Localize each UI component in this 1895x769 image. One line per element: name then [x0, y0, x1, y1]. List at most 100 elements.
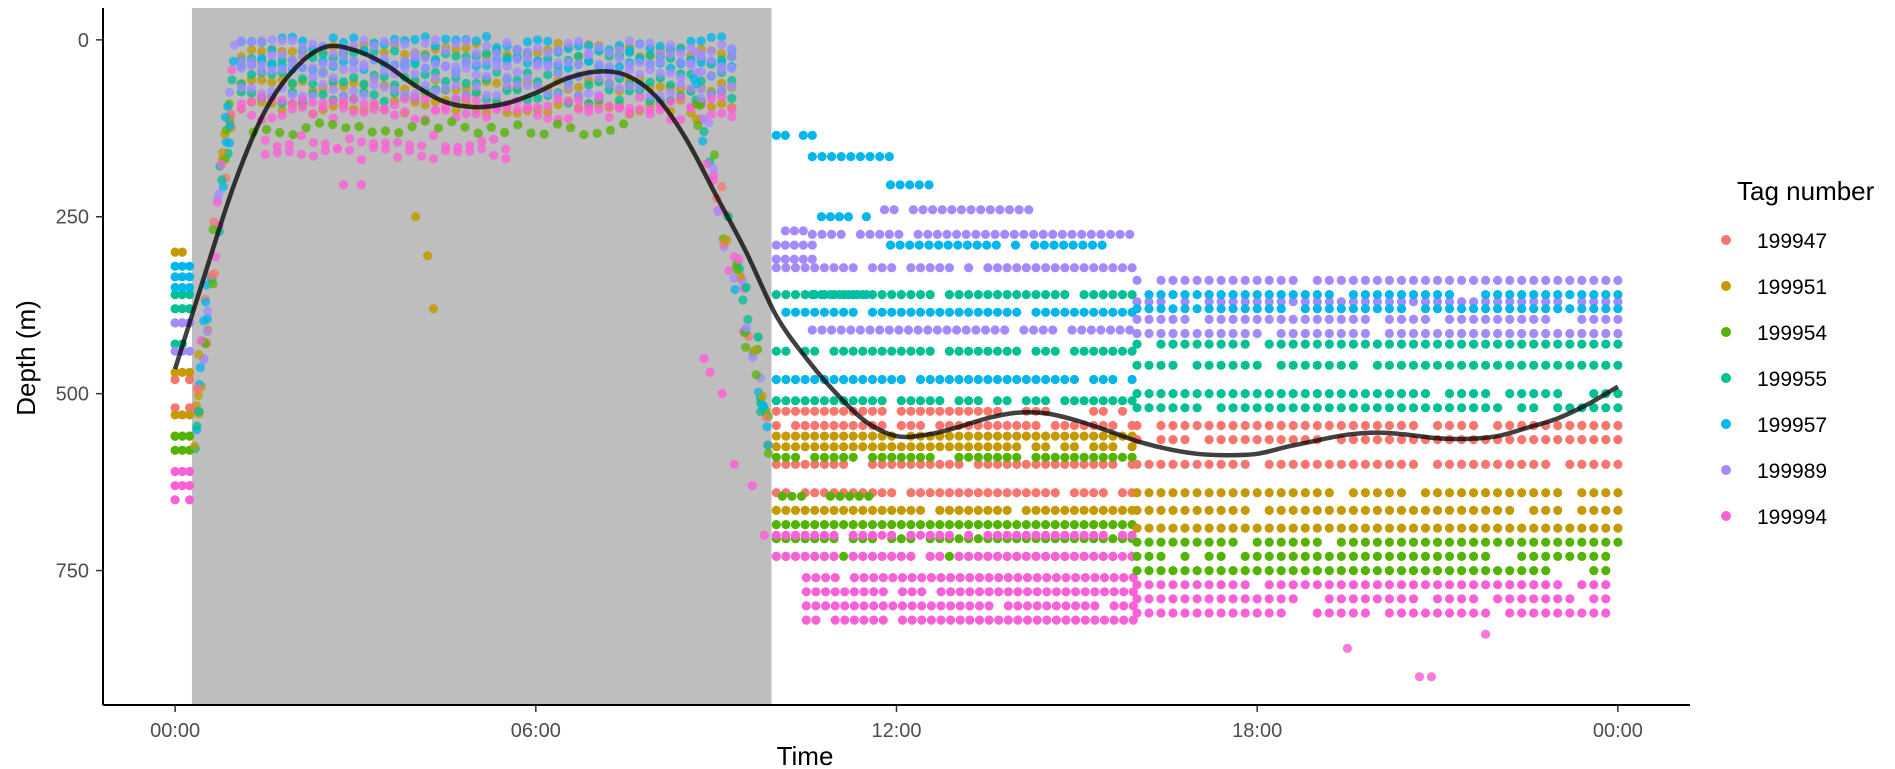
data-point-199957 — [1060, 307, 1070, 317]
data-point-199994 — [946, 573, 956, 583]
data-point-199989 — [1156, 297, 1166, 307]
data-point-199957 — [834, 212, 845, 222]
y-tick-label: 750 — [56, 561, 89, 583]
data-point-199994 — [800, 530, 810, 540]
data-point-199954 — [1041, 520, 1051, 530]
data-point-199955 — [1144, 389, 1154, 399]
data-point-199989 — [1156, 275, 1166, 285]
data-point-199989 — [1469, 297, 1479, 307]
data-point-199994 — [1396, 594, 1407, 604]
data-point-199957 — [1002, 374, 1012, 385]
data-point-199951 — [1589, 488, 1599, 498]
data-point-199951 — [1336, 505, 1346, 515]
data-point-199951 — [177, 247, 187, 257]
data-point-199947 — [877, 406, 887, 416]
data-point-199951 — [757, 391, 768, 401]
data-point-199994 — [1432, 594, 1443, 604]
data-point-199954 — [619, 119, 629, 129]
data-point-199989 — [747, 352, 758, 363]
data-point-199955 — [1108, 346, 1118, 356]
data-point-199955 — [185, 290, 195, 300]
data-point-199989 — [1048, 325, 1058, 335]
data-point-199989 — [956, 205, 967, 215]
data-point-199989 — [655, 57, 665, 67]
data-point-199994 — [729, 459, 739, 469]
data-point-199955 — [1144, 360, 1154, 370]
data-point-199947 — [1098, 406, 1108, 416]
data-point-199947 — [839, 459, 849, 469]
data-point-199955 — [896, 290, 906, 300]
data-point-199994 — [965, 615, 975, 625]
data-point-199947 — [1089, 488, 1099, 498]
data-point-199989 — [1601, 275, 1611, 285]
data-point-199951 — [1031, 442, 1041, 452]
data-point-199989 — [1529, 314, 1539, 324]
data-point-199955 — [1288, 339, 1298, 349]
data-point-199989 — [952, 229, 962, 239]
data-point-199957 — [1481, 290, 1491, 300]
data-point-199989 — [1276, 314, 1286, 324]
data-point-199957 — [201, 297, 211, 307]
smooth-mean-line — [172, 43, 1620, 458]
data-point-199989 — [1002, 263, 1012, 273]
data-point-199957 — [1613, 304, 1623, 314]
data-point-199954 — [839, 452, 849, 462]
data-point-199947 — [992, 420, 1003, 431]
data-point-199994 — [1360, 580, 1370, 590]
data-point-199994 — [1071, 601, 1081, 611]
data-point-199955 — [1156, 389, 1166, 399]
data-point-199947 — [1300, 420, 1310, 431]
data-point-199989 — [512, 80, 522, 90]
data-point-199954 — [1117, 452, 1128, 462]
data-point-199957 — [1068, 240, 1078, 250]
data-point-199951 — [1444, 505, 1455, 515]
data-point-199957 — [973, 374, 983, 385]
data-point-199954 — [1108, 534, 1118, 544]
data-point-199994 — [1089, 530, 1099, 540]
data-point-199989 — [481, 41, 492, 51]
data-point-199989 — [318, 68, 328, 78]
data-point-199947 — [1505, 459, 1515, 469]
data-point-199954 — [1469, 551, 1479, 562]
data-point-199951 — [411, 212, 421, 222]
data-point-199994 — [471, 109, 481, 119]
data-point-199957 — [410, 35, 420, 45]
data-point-199955 — [1372, 389, 1382, 399]
data-point-199954 — [1601, 537, 1611, 547]
data-point-199951 — [810, 505, 820, 515]
data-point-199951 — [1553, 523, 1563, 533]
data-point-199954 — [829, 520, 839, 530]
data-point-199989 — [1086, 229, 1096, 239]
data-point-199954 — [819, 520, 830, 530]
data-point-199989 — [894, 325, 904, 335]
data-point-199947 — [1098, 488, 1108, 498]
data-point-199957 — [1565, 290, 1575, 300]
data-point-199951 — [492, 78, 502, 88]
data-point-199989 — [827, 325, 837, 335]
data-point-199955 — [1444, 339, 1455, 349]
data-point-199989 — [1493, 314, 1503, 324]
data-point-199989 — [246, 83, 257, 93]
data-point-199951 — [790, 505, 801, 515]
data-point-199947 — [1444, 420, 1455, 431]
data-point-199989 — [471, 70, 481, 80]
data-point-199994 — [501, 144, 511, 154]
data-point-199989 — [980, 229, 991, 239]
data-point-199989 — [267, 35, 277, 45]
data-point-199955 — [753, 332, 763, 342]
data-point-199951 — [964, 505, 974, 515]
data-point-199957 — [1360, 304, 1370, 314]
data-point-199947 — [925, 488, 935, 498]
data-point-199989 — [827, 229, 837, 239]
data-point-199957 — [1204, 304, 1214, 314]
data-point-199947 — [1577, 420, 1587, 431]
data-point-199954 — [185, 431, 195, 441]
data-point-199989 — [287, 90, 297, 100]
data-point-199957 — [1252, 290, 1262, 300]
data-point-199955 — [1300, 339, 1310, 349]
data-point-199957 — [819, 307, 830, 317]
data-point-199954 — [1553, 551, 1563, 562]
data-point-199951 — [218, 148, 228, 158]
data-point-199954 — [1601, 551, 1611, 562]
data-point-199951 — [1396, 488, 1407, 498]
